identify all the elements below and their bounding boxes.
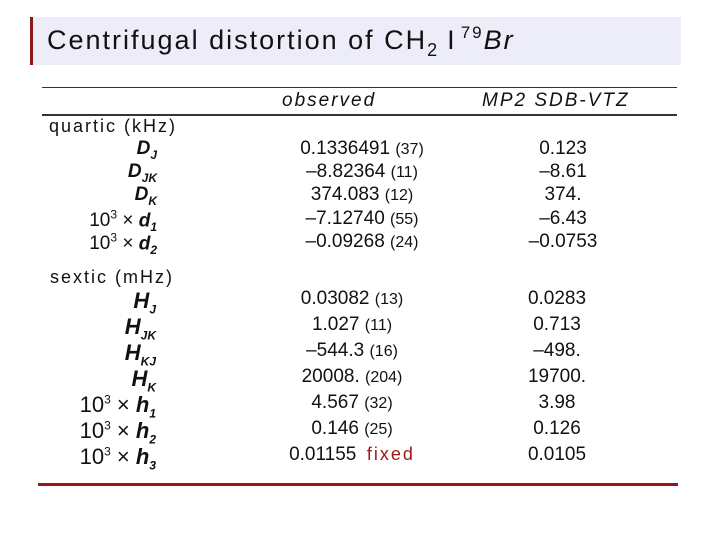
observed-value: 4.567 (32) <box>311 392 393 413</box>
computed-value: 0.713 <box>533 314 581 335</box>
uncertainty: (13) <box>374 291 404 308</box>
scale-factor: 103 × <box>89 230 139 255</box>
constant-symbol: h <box>135 392 150 417</box>
observed-value: –7.12740 (55) <box>305 207 419 229</box>
uncertainty: (25) <box>364 421 393 438</box>
uncertainty: (204) <box>365 369 403 386</box>
computed-value: 0.126 <box>533 418 581 439</box>
uncertainty: (11) <box>364 317 393 334</box>
uncertainty: (12) <box>384 187 414 205</box>
constant-symbol: D <box>134 184 149 206</box>
table-top-rule <box>42 87 677 88</box>
section-heading-quartic: quartic (kHz) <box>49 116 178 136</box>
table-header-rule <box>42 114 677 116</box>
constant-subscript: JK <box>141 170 157 185</box>
constant-symbol: D <box>136 138 151 159</box>
computed-value: –6.43 <box>539 207 587 229</box>
constant-subscript: 1 <box>150 219 157 234</box>
constant-label: HKJ <box>125 340 156 368</box>
column-header-observed: observed <box>282 90 377 111</box>
title-element: Br <box>483 25 515 55</box>
scale-factor: 103 × <box>79 392 136 417</box>
constant-subscript: 1 <box>149 406 156 421</box>
observed-value: 0.146 (25) <box>311 418 393 439</box>
slide-title: Centrifugal distortion of CH2 I 79Br <box>47 23 515 60</box>
section-heading-sextic: sextic (mHz) <box>50 267 174 287</box>
constant-subscript: J <box>150 147 157 162</box>
observed-value: 1.027 (11) <box>311 314 393 335</box>
observed-value: –8.82364 (11) <box>306 161 418 183</box>
uncertainty: (37) <box>395 141 424 158</box>
fixed-note: fixed <box>366 444 415 464</box>
constant-label: DJ <box>137 138 157 162</box>
uncertainty: (32) <box>364 395 393 412</box>
observed-value: –0.09268 (24) <box>305 230 419 252</box>
constant-symbol: H <box>133 288 150 313</box>
constant-label: 103 × d1 <box>89 208 157 234</box>
computed-value: 374. <box>544 184 582 206</box>
constant-subscript: JK <box>140 328 156 343</box>
scale-factor: 103 × <box>79 418 136 443</box>
constant-label: HJK <box>125 314 156 342</box>
constant-subscript: K <box>147 380 156 395</box>
constant-subscript: J <box>149 302 156 317</box>
computed-value: 19700. <box>527 366 587 387</box>
constant-label: 103 × d2 <box>89 231 157 257</box>
computed-value: 0.0105 <box>527 444 587 465</box>
observed-value: –544.3 (16) <box>306 340 398 361</box>
observed-value: 374.083 (12) <box>310 184 414 206</box>
title-prefix: Centrifugal distortion of CH <box>47 25 428 55</box>
observed-value: 0.1336491 (37) <box>300 138 424 159</box>
computed-value: 3.98 <box>538 392 576 413</box>
observed-value: 0.03082 (13) <box>300 288 404 309</box>
constant-subscript: 2 <box>150 242 157 257</box>
constant-subscript: K <box>148 194 157 209</box>
constant-symbol: H <box>131 366 148 391</box>
constant-label: 103 × h2 <box>80 418 156 446</box>
constant-subscript: KJ <box>140 354 156 369</box>
computed-value: –8.61 <box>539 161 587 183</box>
constant-symbol: d <box>138 209 151 231</box>
constant-label: DJK <box>128 161 157 185</box>
title-subscript: 2 <box>427 40 440 60</box>
constant-label: 103 × h3 <box>80 444 156 472</box>
computed-value: 0.0283 <box>527 288 587 309</box>
uncertainty: (55) <box>390 210 419 228</box>
column-header-computed: MP2 SDB-VTZ <box>482 90 630 111</box>
constant-subscript: 3 <box>149 458 156 473</box>
constant-symbol: D <box>127 161 142 183</box>
constant-symbol: h <box>135 444 150 469</box>
computed-value: –498. <box>533 340 581 361</box>
constant-label: HK <box>131 366 156 394</box>
constant-label: DK <box>135 184 157 208</box>
constant-label: HJ <box>133 288 156 316</box>
constant-symbol: d <box>138 233 151 255</box>
observed-value: 20008. (204) <box>301 366 403 387</box>
uncertainty: (11) <box>390 164 418 182</box>
scale-factor: 103 × <box>79 444 136 469</box>
constant-label: 103 × h1 <box>80 392 156 420</box>
uncertainty: (16) <box>369 343 398 360</box>
title-superscript: 79 <box>460 23 484 42</box>
constant-symbol: H <box>124 340 141 365</box>
uncertainty: (24) <box>390 233 419 251</box>
observed-value: 0.01155 fixed <box>289 444 415 465</box>
constant-symbol: h <box>135 418 150 443</box>
computed-value: –0.0753 <box>528 230 598 252</box>
computed-value: 0.123 <box>539 138 587 159</box>
table-bottom-rule <box>38 483 678 486</box>
scale-factor: 103 × <box>89 207 139 231</box>
title-symbol: I <box>447 25 457 55</box>
constant-symbol: H <box>124 314 141 339</box>
title-bar: Centrifugal distortion of CH2 I 79Br <box>30 17 681 65</box>
constant-subscript: 2 <box>149 432 156 447</box>
